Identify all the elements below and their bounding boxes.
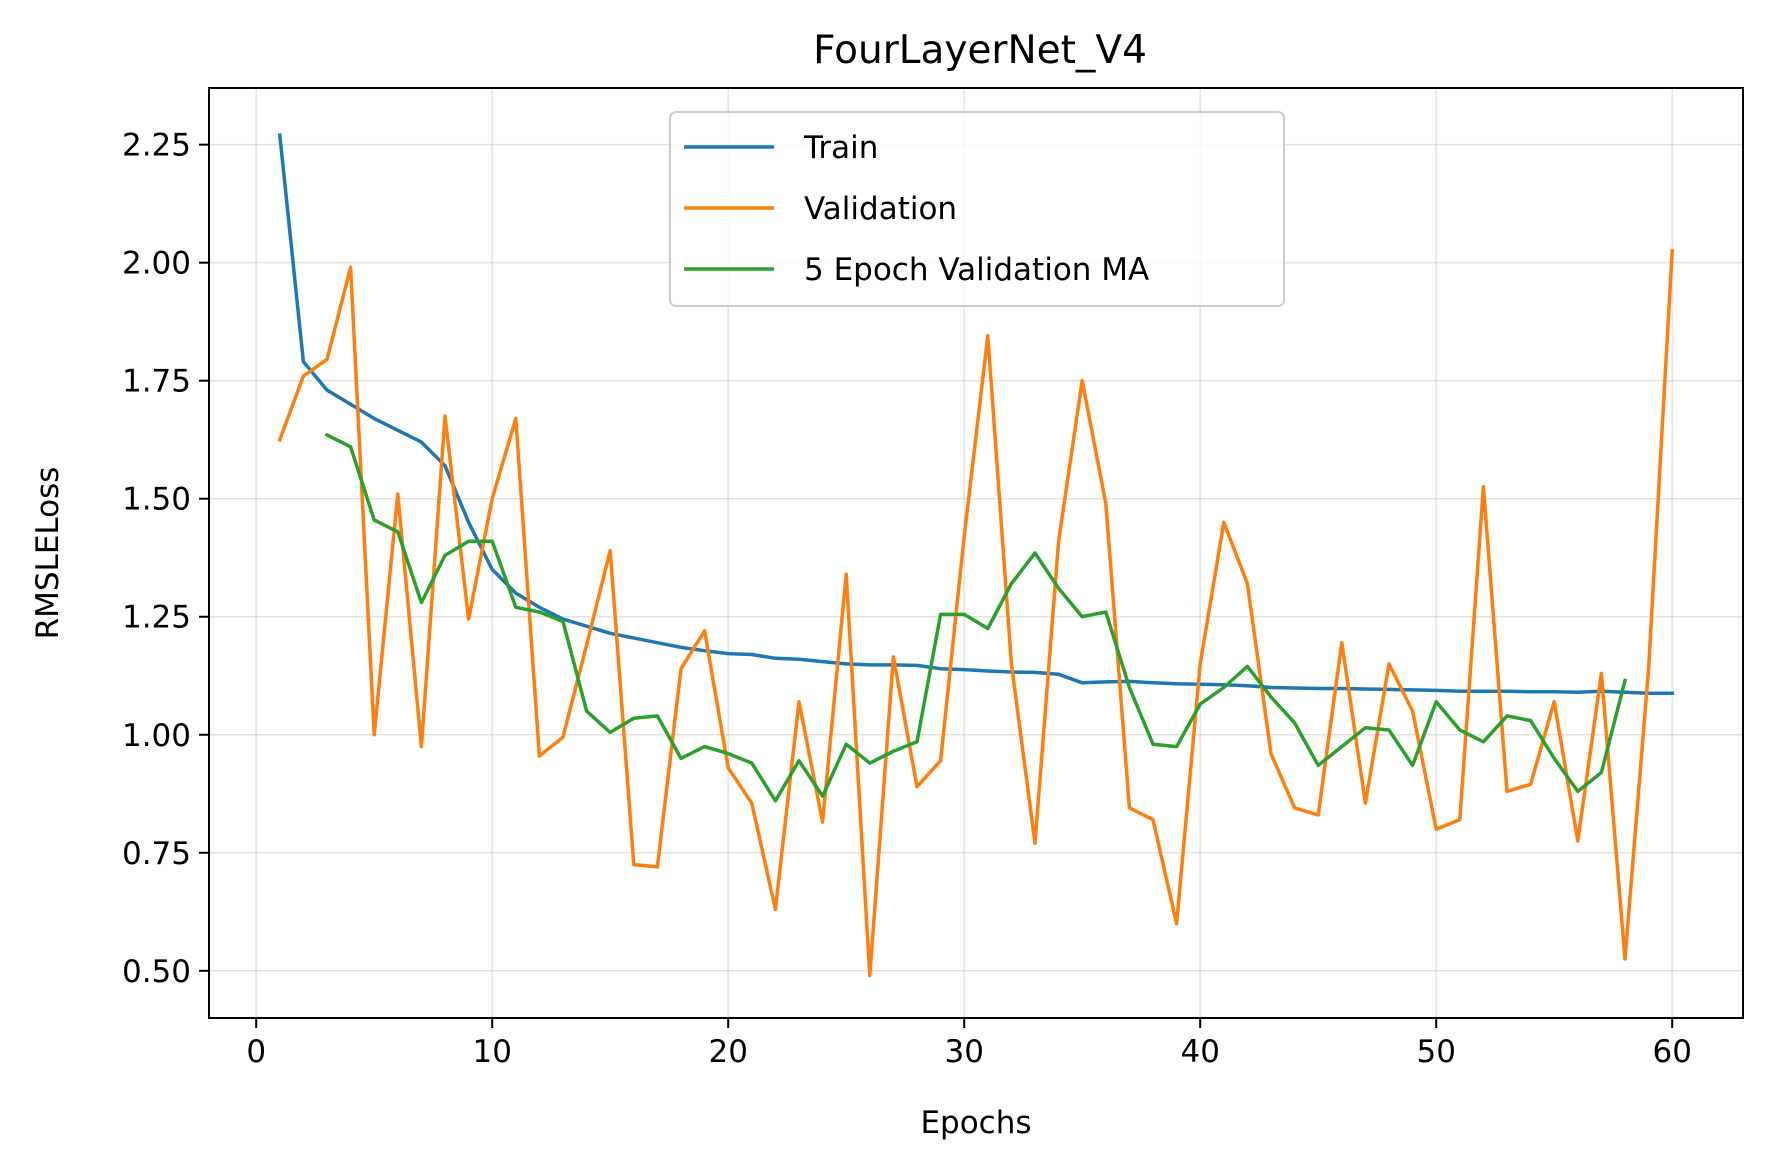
x-axis: 0 10 20 30 40 50 60 [246,1018,1692,1070]
legend-label: 5 Epoch Validation MA [804,252,1149,288]
x-axis-label: Epochs [920,1105,1031,1141]
x-tick-label: 60 [1652,1034,1691,1070]
legend-entry-moving-average: 5 Epoch Validation MA [684,252,1149,288]
legend-entry-validation: Validation [684,191,957,227]
y-tick-label: 0.50 [122,954,191,990]
x-tick-label: 20 [708,1034,747,1070]
y-tick-label: 1.00 [122,718,191,754]
legend: Train Validation 5 Epoch Validation MA [669,111,1285,307]
validation-line [277,249,1675,978]
series-layer [277,133,1675,978]
x-tick-label: 10 [472,1034,511,1070]
y-tick-label: 1.75 [122,364,191,400]
legend-label: Validation [804,191,957,227]
validation-moving-average-line [324,432,1628,803]
y-tick-label: 1.25 [122,600,191,636]
train-line [277,133,1674,695]
x-tick-label: 40 [1180,1034,1219,1070]
x-tick-label: 0 [246,1034,266,1070]
x-tick-label: 30 [944,1034,983,1070]
legend-label: Train [803,130,878,166]
plot-area-frame [208,87,1744,1019]
legend-entry-train: Train [684,130,878,166]
y-tick-label: 2.25 [122,128,191,164]
y-axis-label: RMSLELoss [30,467,66,640]
y-axis: 0.50 0.75 1.00 1.25 1.50 1.75 2.00 2.25 [122,128,209,990]
chart-title: FourLayerNet_V4 [813,28,1147,73]
y-tick-label: 0.75 [122,836,191,872]
legend-frame [669,111,1285,307]
y-tick-label: 1.50 [122,482,191,518]
y-tick-label: 2.00 [122,246,191,282]
x-tick-label: 50 [1416,1034,1455,1070]
